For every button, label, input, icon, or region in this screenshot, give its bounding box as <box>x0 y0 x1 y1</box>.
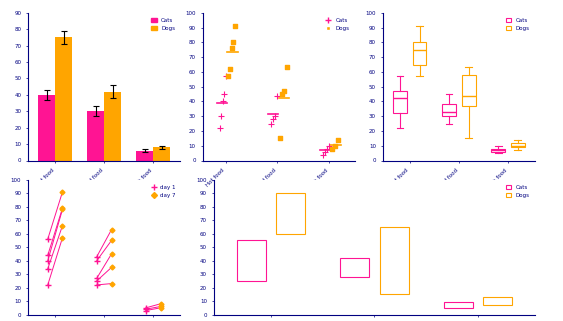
Bar <box>483 297 512 305</box>
Legend: Cats, Dogs: Cats, Dogs <box>504 16 532 33</box>
Bar <box>55 38 72 160</box>
Point <box>271 114 280 119</box>
Point <box>323 146 332 151</box>
Point <box>318 152 327 157</box>
Bar <box>38 95 55 160</box>
Bar <box>236 240 266 281</box>
Point <box>282 65 291 70</box>
PathPatch shape <box>393 91 407 113</box>
Point <box>231 23 240 29</box>
PathPatch shape <box>442 104 456 116</box>
Legend: day 1, day 7: day 1, day 7 <box>150 183 177 200</box>
Point <box>324 143 333 148</box>
Point <box>280 89 289 94</box>
Point <box>215 126 224 131</box>
Point <box>278 91 287 97</box>
Point <box>229 40 238 45</box>
Bar <box>136 151 153 160</box>
Point <box>218 99 227 104</box>
Bar <box>104 91 121 160</box>
Point <box>220 91 229 97</box>
Point <box>327 146 336 151</box>
PathPatch shape <box>511 143 525 147</box>
Bar <box>444 302 473 308</box>
Bar <box>340 258 369 277</box>
Point <box>273 93 282 98</box>
Bar <box>87 111 104 160</box>
Point <box>330 143 339 148</box>
Point <box>224 74 233 79</box>
Legend: Cats, Dogs: Cats, Dogs <box>324 16 352 33</box>
Point <box>221 74 230 79</box>
Bar <box>379 227 409 294</box>
PathPatch shape <box>491 149 505 152</box>
Point <box>269 117 278 122</box>
Point <box>275 136 284 141</box>
PathPatch shape <box>462 75 476 106</box>
PathPatch shape <box>413 42 427 65</box>
Legend: Cats, Dogs: Cats, Dogs <box>149 16 177 33</box>
Point <box>334 137 343 143</box>
Point <box>267 121 276 126</box>
Legend: Cats, Dogs: Cats, Dogs <box>504 183 532 200</box>
Point <box>226 66 235 72</box>
Bar <box>276 193 305 234</box>
Bar <box>153 147 171 160</box>
Point <box>217 114 226 119</box>
Point <box>320 149 329 154</box>
Point <box>227 46 236 51</box>
